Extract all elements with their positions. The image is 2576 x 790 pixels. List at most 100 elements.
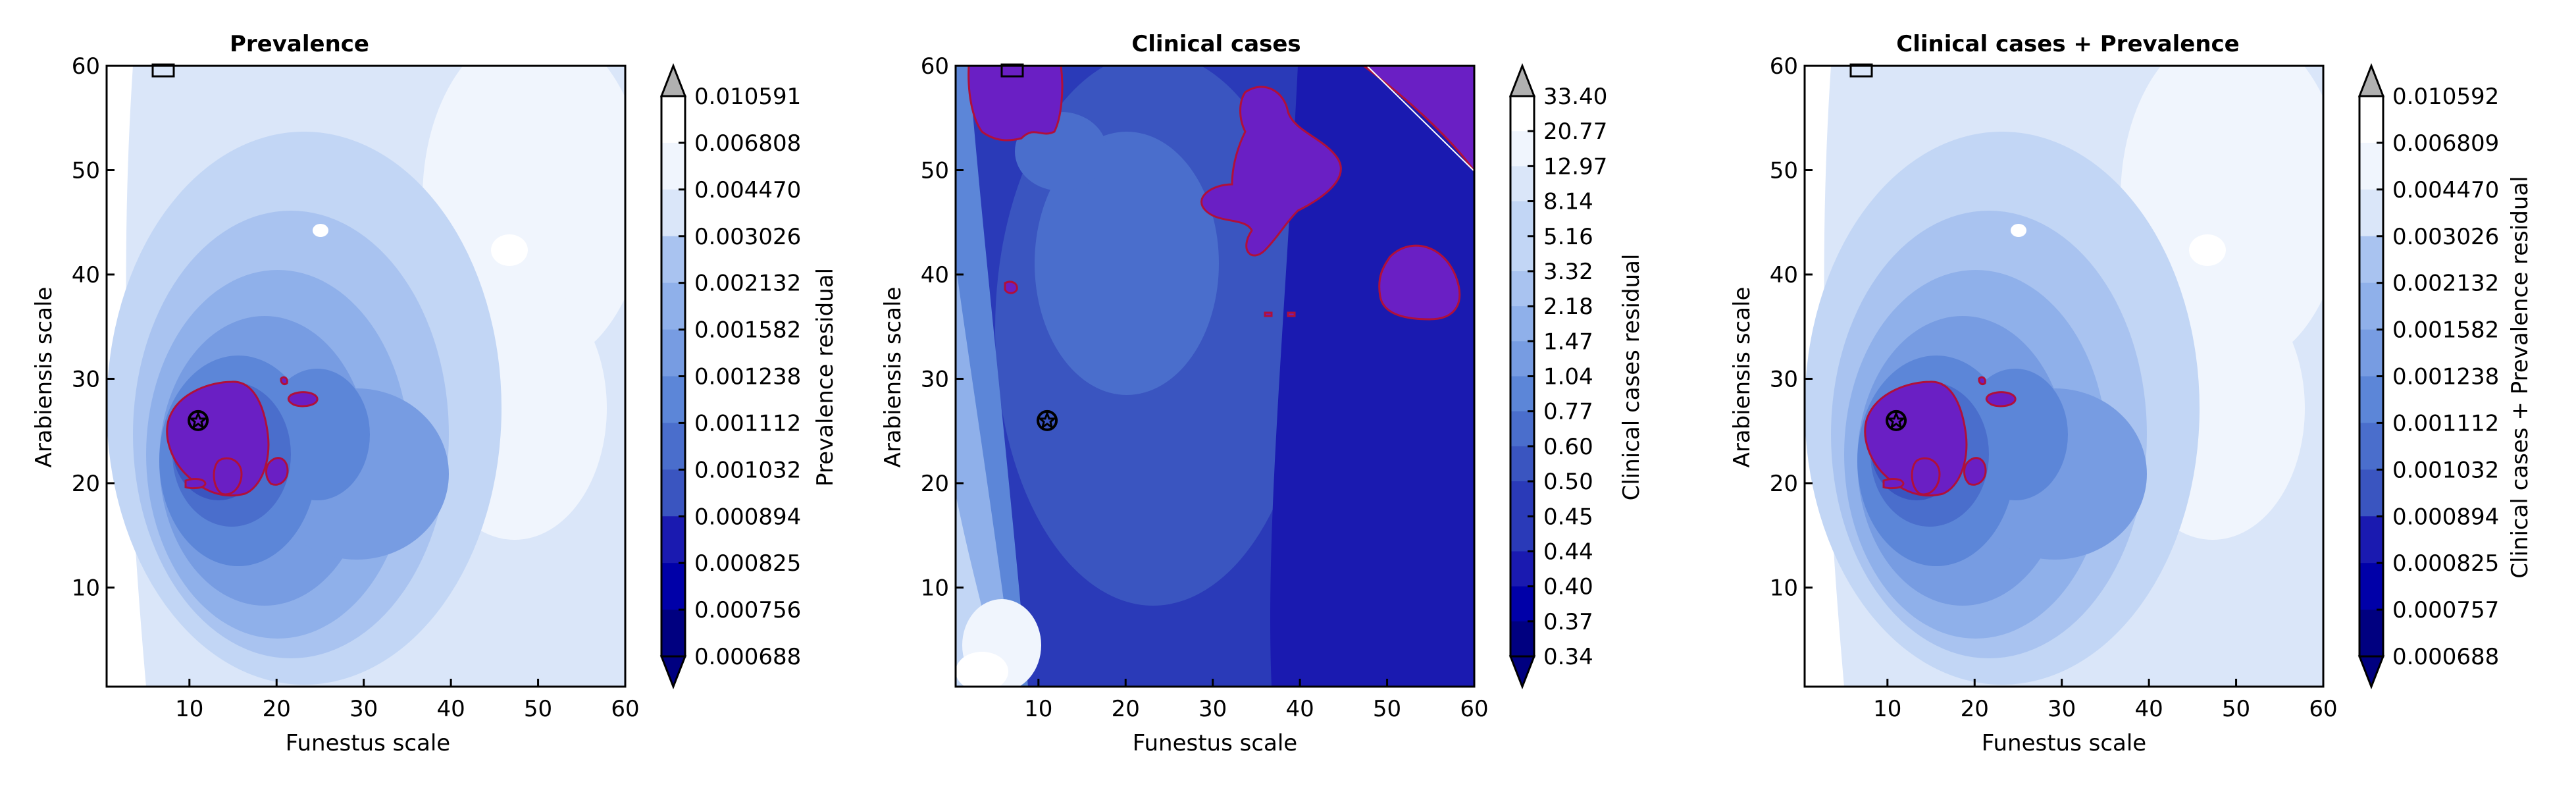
colorbar-tick-label: 0.000756	[694, 597, 801, 623]
colorbar-tick-label: 0.004470	[2392, 177, 2499, 203]
colorbar-band	[661, 282, 685, 330]
colorbar-band	[1510, 551, 1534, 587]
corner-marker	[1849, 63, 1873, 78]
colorbar-band	[661, 516, 685, 564]
colorbar-band	[1510, 621, 1534, 657]
corner-marker	[1000, 63, 1024, 78]
corner-marker	[151, 63, 175, 78]
colorbar-band	[661, 236, 685, 284]
colorbar-band	[2359, 142, 2383, 190]
y-tick-label: 50	[921, 157, 949, 184]
colorbar-tick-label: 0.001112	[694, 410, 801, 436]
colorbar-tick-label: 0.000825	[694, 550, 801, 577]
colorbar-band	[1510, 481, 1534, 517]
colorbar-band	[661, 469, 685, 517]
colorbar-tick-label: 0.000688	[694, 644, 801, 670]
colorbar-band	[2359, 563, 2383, 610]
colorbar-band	[2359, 376, 2383, 423]
x-tick-label: 40	[2134, 696, 2163, 722]
plot-area	[1803, 63, 2325, 688]
colorbar-tick-label: 0.002132	[694, 271, 801, 297]
x-tick-label: 60	[1460, 696, 1488, 722]
contour-region	[287, 391, 319, 408]
colorbar-extend-under	[659, 655, 687, 690]
hatch-triangle	[1366, 66, 1474, 172]
contour-region	[1004, 280, 1018, 294]
contour-region	[1200, 86, 1342, 257]
colorbar: 0.010591 0.006808 0.004470 0.003026 0.002132…	[659, 63, 801, 690]
y-tick-label: 20	[921, 471, 949, 497]
contour-region	[1882, 478, 1905, 490]
colorbar-tick-label: 0.37	[1543, 609, 1593, 635]
y-axis-label: Arabiensis scale	[880, 287, 906, 468]
colorbar-tick-label: 1.47	[1543, 329, 1593, 355]
x-tick-label: 30	[2048, 696, 2076, 722]
colorbar-extend-over	[1508, 63, 1536, 97]
contour-region	[1864, 381, 1968, 497]
colorbar-tick-label: 0.001032	[694, 457, 801, 483]
colorbar-band	[2359, 329, 2383, 377]
x-tick-label: 20	[1112, 696, 1140, 722]
colorbar-tick-label: 0.000894	[2392, 504, 2499, 530]
y-axis-ticks: 10 20 30 40 50 60	[72, 53, 115, 601]
colorbar-band	[1510, 306, 1534, 342]
y-tick-label: 40	[72, 262, 100, 288]
contour-band	[2189, 234, 2226, 266]
colorbar-band	[2359, 469, 2383, 517]
contour-region	[184, 478, 207, 490]
colorbar-label: Clinical cases residual	[1618, 254, 1645, 501]
contour-region	[1911, 457, 1941, 496]
y-tick-label: 30	[72, 366, 100, 392]
colorbar-band	[661, 563, 685, 610]
colorbar: 0.010592 0.006809 0.004470 0.003026 0.002132…	[2357, 63, 2499, 690]
colorbar-band	[2359, 516, 2383, 564]
colorbar-tick-label: 0.003026	[2392, 224, 2499, 250]
low-residual-contours	[1864, 376, 2017, 497]
colorbar-tick-label: 0.40	[1543, 574, 1593, 600]
contour-region	[265, 457, 289, 486]
colorbar-band	[1510, 376, 1534, 412]
x-tick-label: 40	[436, 696, 465, 722]
contour-region	[1287, 311, 1296, 317]
contour-field	[956, 66, 1474, 687]
colorbar-tick-label: 0.001112	[2392, 410, 2499, 436]
plot-frame	[1803, 65, 2325, 688]
panel-prevalence: Prevalence 10 20 30 40 50 60 10 20 30 40 50 60 Fun…	[31, 31, 838, 756]
colorbar-tick-label: 0.34	[1543, 644, 1593, 670]
panel-clinical-cases: Clinical cases 10 20 30 40 50 60 10 20 30 40 50 60…	[880, 31, 1645, 756]
contour-region	[1378, 244, 1461, 321]
y-tick-label: 40	[921, 262, 949, 288]
colorbar-band	[2359, 189, 2383, 237]
colorbar-band	[2359, 423, 2383, 470]
x-axis-ticks: 10 20 30 40 50 60	[1873, 679, 2338, 722]
x-tick-label: 50	[524, 696, 552, 722]
contour-band	[541, 305, 567, 327]
x-tick-label: 20	[263, 696, 291, 722]
y-axis-ticks: 10 20 30 40 50 60	[1770, 53, 1813, 601]
colorbar-tick-label: 0.50	[1543, 469, 1593, 495]
panel-clinical-plus-prevalence: Clinical cases + Prevalence 10 20 30 40 50 60…	[1729, 31, 2533, 756]
colorbar-extend-under	[2357, 655, 2385, 690]
x-tick-label: 40	[1285, 696, 1314, 722]
x-tick-label: 10	[1873, 696, 1901, 722]
plot-area	[105, 63, 627, 688]
colorbar-band	[1510, 166, 1534, 202]
x-tick-label: 50	[2222, 696, 2250, 722]
colorbar-tick-label: 0.010592	[2392, 84, 2499, 110]
colorbar-label: Clinical cases + Prevalence residual	[2507, 176, 2533, 578]
contour-region	[1978, 376, 1986, 386]
colorbar-tick-label: 0.44	[1543, 539, 1593, 565]
y-tick-label: 60	[921, 53, 949, 80]
contour-region	[213, 457, 243, 496]
y-axis-label: Arabiensis scale	[31, 287, 57, 468]
colorbar-tick-label: 0.001238	[2392, 364, 2499, 390]
colorbar-tick-label: 20.77	[1543, 118, 1607, 145]
contour-field	[107, 66, 625, 687]
colorbar-tick-label: 2.18	[1543, 294, 1593, 320]
colorbar-band	[1510, 271, 1534, 307]
contour-band	[491, 234, 528, 266]
x-tick-label: 20	[1961, 696, 1989, 722]
colorbar-band	[1510, 236, 1534, 272]
colorbar-tick-label: 8.14	[1543, 189, 1593, 215]
